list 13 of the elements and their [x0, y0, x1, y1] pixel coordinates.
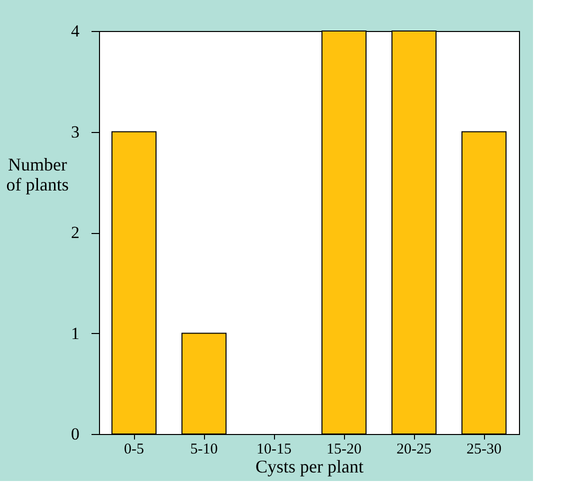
x-tick-label: 10-15	[256, 442, 292, 458]
y-tick-label: 4	[71, 22, 80, 40]
x-tick-label: 5-10	[190, 442, 218, 458]
y-tick-label: 0	[71, 424, 80, 444]
x-tick-label: 25-30	[466, 442, 502, 458]
x-tick-label: 20-25	[396, 442, 432, 458]
x-axis-title: Cysts per plant	[256, 456, 364, 476]
y-tick-label: 3	[71, 122, 80, 142]
y-tick-label: 1	[71, 324, 80, 343]
y-tick-label: 2	[71, 223, 80, 242]
y-axis-title: Number of plants	[6, 154, 69, 194]
x-tick-label: 15-20	[326, 442, 362, 458]
x-tick-label: 0-5	[124, 442, 144, 458]
